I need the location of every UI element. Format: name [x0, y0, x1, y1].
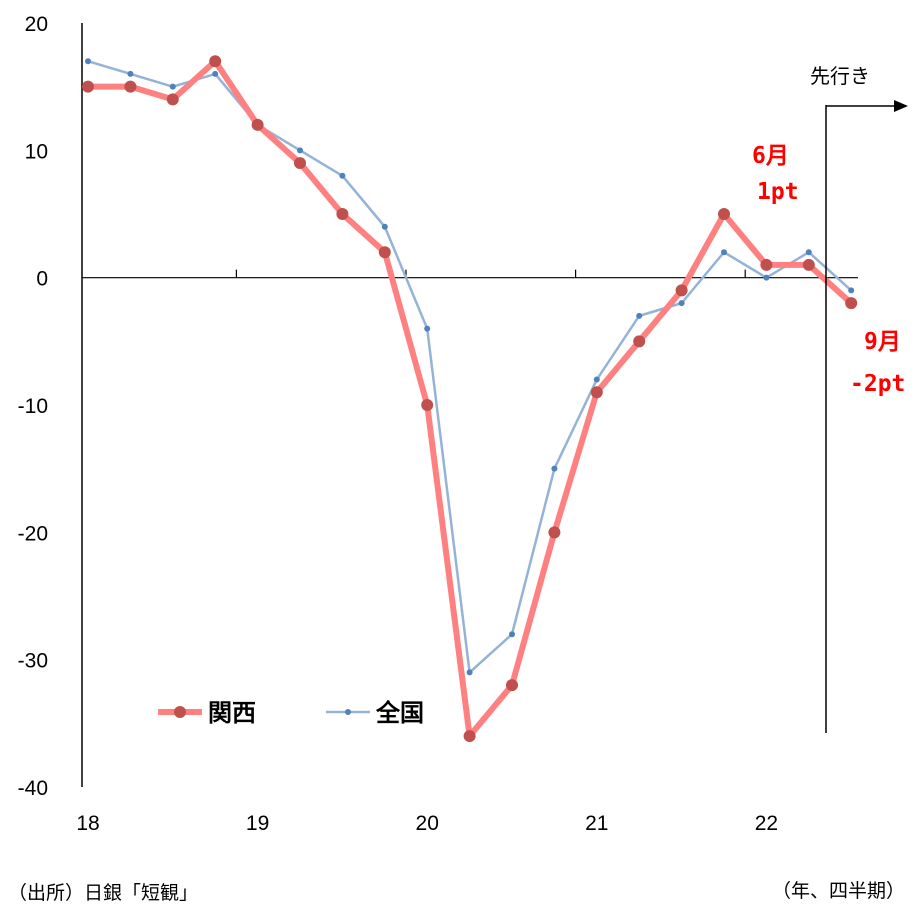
data-point-kansai — [802, 258, 815, 271]
y-tick-label: 0 — [36, 268, 48, 291]
unit-note: （年、四半期） — [772, 880, 906, 902]
legend-marker-kansai — [174, 706, 186, 718]
data-point-kansai — [336, 208, 349, 220]
data-point-kansai — [209, 55, 222, 68]
forecast-label: 先行き — [810, 64, 870, 88]
data-point-zenkoku — [509, 631, 515, 638]
annotation-sept-value: -2pt — [850, 371, 905, 397]
data-point-zenkoku — [721, 249, 727, 256]
data-point-kansai — [845, 297, 858, 310]
annotation-sept-month: 9月 — [864, 329, 901, 355]
y-tick-label: 10 — [25, 140, 48, 163]
data-point-kansai — [294, 157, 306, 170]
data-point-zenkoku — [381, 223, 388, 230]
legend-marker-zenkoku — [345, 709, 351, 715]
data-point-zenkoku — [805, 249, 812, 256]
x-tick-label: 21 — [585, 812, 608, 835]
data-point-zenkoku — [763, 274, 770, 281]
data-point-zenkoku — [85, 58, 91, 65]
data-point-kansai — [166, 93, 179, 106]
data-point-kansai — [124, 80, 137, 93]
forecast-arrow-head-icon — [894, 100, 908, 112]
series-line-kansai — [85, 58, 855, 740]
legend-label-zenkoku: 全国 — [375, 699, 424, 727]
data-point-zenkoku — [678, 300, 685, 307]
data-point-kansai — [82, 80, 94, 93]
y-tick-label: 20 — [25, 13, 48, 36]
annotation-june-month: 6月 — [752, 143, 789, 169]
y-tick-label: -40 — [18, 777, 48, 800]
data-point-zenkoku — [424, 325, 431, 332]
annotation-june-value: 1pt — [757, 179, 799, 205]
y-tick-label: -10 — [18, 395, 48, 418]
legend: 関西 全国 — [158, 699, 424, 727]
data-point-kansai — [251, 118, 264, 131]
axes-layer: 20 10 0 -10 -20 -30 -40 18 19 20 21 22 — [18, 13, 858, 835]
y-tick-label: -30 — [18, 650, 48, 673]
data-point-kansai — [633, 335, 646, 348]
data-point-zenkoku — [593, 376, 600, 383]
source-note: （出所）日銀「短観」 — [8, 882, 199, 904]
series-layer — [82, 55, 858, 743]
annotations: 6月 1pt 9月 -2pt 先行き — [752, 64, 908, 733]
x-tick-label: 20 — [416, 812, 439, 835]
data-point-kansai — [463, 730, 476, 743]
data-point-kansai — [421, 399, 434, 411]
legend-label-kansai: 関西 — [208, 699, 256, 727]
data-point-zenkoku — [466, 669, 473, 676]
data-point-kansai — [675, 284, 688, 297]
data-point-kansai — [506, 679, 518, 692]
data-point-zenkoku — [551, 465, 558, 472]
data-point-kansai — [760, 258, 773, 271]
data-point-zenkoku — [297, 147, 303, 154]
data-point-zenkoku — [127, 70, 134, 77]
series-line-zenkoku — [86, 59, 853, 674]
x-tick-label: 18 — [76, 812, 99, 835]
data-point-zenkoku — [169, 83, 176, 90]
x-tick-label: 19 — [246, 812, 269, 835]
data-point-kansai — [378, 246, 391, 259]
data-point-kansai — [718, 208, 730, 220]
data-point-kansai — [548, 526, 561, 539]
x-tick-label: 22 — [755, 812, 778, 835]
data-point-zenkoku — [339, 172, 346, 179]
data-point-zenkoku — [636, 312, 643, 319]
data-point-zenkoku — [212, 70, 219, 77]
data-point-zenkoku — [848, 287, 855, 294]
data-point-kansai — [590, 386, 603, 399]
y-tick-label: -20 — [18, 522, 48, 545]
